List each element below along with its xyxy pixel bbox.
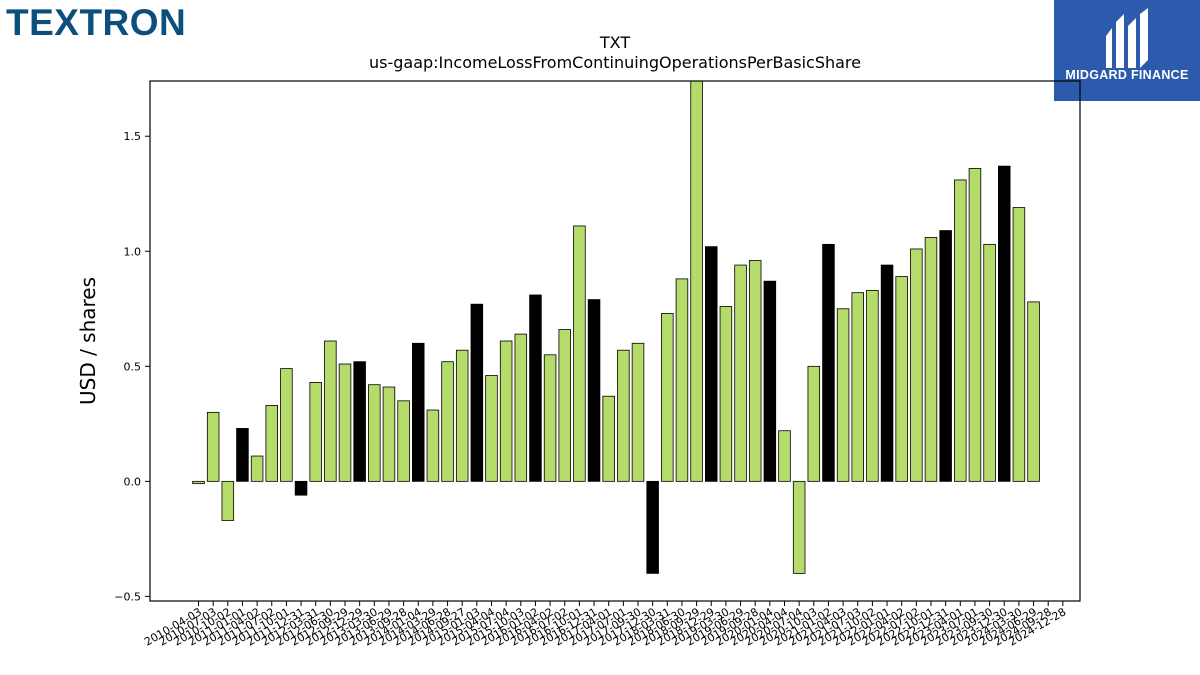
bar-2023-12-30 xyxy=(998,165,1011,482)
y-tick-label: 1.0 xyxy=(124,245,142,258)
bar-2016-12-31 xyxy=(587,299,601,482)
bar-2016-04-02 xyxy=(543,354,557,482)
bar-2021-10-02 xyxy=(866,289,879,482)
bar-2017-07-01 xyxy=(617,349,630,482)
bar-2019-09-28 xyxy=(748,260,762,482)
bar-2018-06-30 xyxy=(675,278,689,482)
bar-2022-12-31 xyxy=(939,230,952,482)
bar-2018-09-29 xyxy=(690,80,703,482)
bar-2020-04-04 xyxy=(778,430,791,482)
bar-2019-06-29 xyxy=(734,264,747,482)
bar-2017-12-30 xyxy=(646,480,659,574)
bars-group xyxy=(192,80,1040,574)
partner-name: MIDGARD FINANCE xyxy=(1065,68,1189,82)
bar-2013-03-30 xyxy=(368,384,381,482)
partner-logo-icon xyxy=(1106,8,1148,68)
bar-2021-04-03 xyxy=(836,308,850,482)
y-tick-label: 0.5 xyxy=(124,360,142,373)
bar-2014-06-28 xyxy=(441,361,454,482)
y-axis-label: USD / shares xyxy=(76,277,100,405)
bar-2022-04-02 xyxy=(895,276,908,482)
bar-2018-12-29 xyxy=(705,246,718,482)
bar-2016-10-01 xyxy=(573,225,586,482)
bar-2022-07-02 xyxy=(910,248,923,482)
bar-2015-01-03 xyxy=(470,303,484,482)
chart-subtitle: us-gaap:IncomeLossFromContinuingOperatio… xyxy=(369,53,861,72)
partner-logo-bg xyxy=(1054,0,1200,101)
bar-2020-01-04 xyxy=(763,280,777,482)
bar-2011-10-01 xyxy=(280,368,293,482)
bar-2014-03-29 xyxy=(426,409,440,482)
y-axis: −0.5 0.0 0.5 1.0 1.5 xyxy=(114,130,150,603)
bar-2014-09-27 xyxy=(455,349,469,482)
bar-2010-04-03 xyxy=(192,480,205,485)
bar-2024-03-30 xyxy=(1012,207,1026,482)
bar-2011-07-02 xyxy=(265,405,278,482)
bar-2015-07-04 xyxy=(499,340,513,482)
bar-2016-01-02 xyxy=(529,294,542,482)
bar-2015-10-03 xyxy=(514,333,528,482)
bar-2010-10-02 xyxy=(221,480,235,521)
bar-2023-07-01 xyxy=(968,168,982,482)
bar-2021-01-02 xyxy=(822,243,835,482)
bar-2022-10-01 xyxy=(924,237,938,482)
bar-2017-04-01 xyxy=(602,395,615,482)
bar-2012-12-29 xyxy=(353,361,366,482)
bar-2017-09-30 xyxy=(631,342,645,482)
bar-2023-09-30 xyxy=(983,243,996,482)
bar-2010-07-03 xyxy=(206,411,220,482)
brand-logo: TEXTRON xyxy=(6,2,187,43)
bar-2012-09-29 xyxy=(338,363,352,482)
bar-2015-04-04 xyxy=(485,375,498,482)
y-tick-label: −0.5 xyxy=(114,590,141,603)
bar-2011-01-01 xyxy=(236,428,249,482)
bar-2020-07-04 xyxy=(792,480,806,574)
bar-2023-04-01 xyxy=(954,179,967,482)
bar-2021-07-03 xyxy=(851,292,865,482)
bar-2022-01-01 xyxy=(880,264,894,482)
bar-2012-03-31 xyxy=(309,382,322,482)
bar-2016-07-02 xyxy=(558,329,572,482)
bar-2011-04-02 xyxy=(250,455,264,482)
bar-2012-06-30 xyxy=(324,340,337,482)
chart-title: TXT xyxy=(599,33,630,52)
bar-2011-12-31 xyxy=(294,480,308,496)
bar-2020-10-03 xyxy=(807,365,821,482)
bar-2018-03-31 xyxy=(661,312,674,482)
partner-logo-mark xyxy=(1054,0,1200,101)
partner-logo: MIDGARD FINANCE xyxy=(1054,0,1200,101)
bar-2024-06-29 xyxy=(1027,301,1040,482)
x-axis: 2010-04-032010-07-032010-10-022011-01-01… xyxy=(142,601,1068,649)
bar-2019-03-30 xyxy=(719,306,733,482)
plot-frame xyxy=(149,80,1081,602)
y-tick-label: 1.5 xyxy=(124,130,142,143)
bar-2014-01-04 xyxy=(411,342,425,482)
y-tick-label: 0.0 xyxy=(124,475,142,488)
bar-2013-06-29 xyxy=(382,386,396,482)
bar-2013-09-28 xyxy=(397,400,410,482)
